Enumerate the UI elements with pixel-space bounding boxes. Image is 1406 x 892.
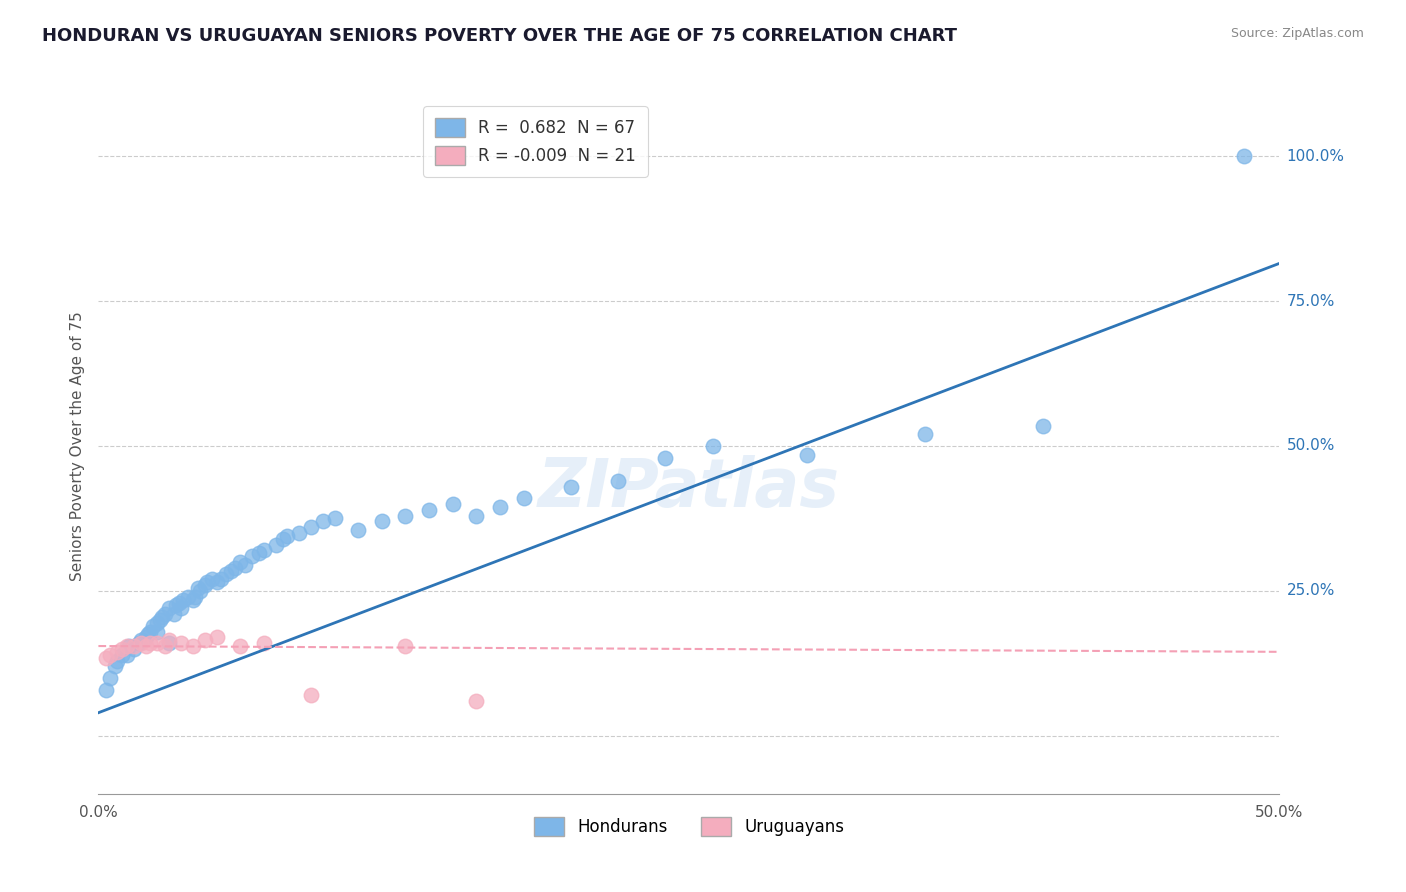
Point bbox=[157, 601, 180, 615]
Point bbox=[150, 610, 173, 624]
Point bbox=[105, 645, 128, 659]
Point bbox=[560, 480, 582, 494]
Point bbox=[118, 639, 141, 653]
Point bbox=[201, 573, 224, 587]
Point bbox=[165, 599, 187, 613]
Point bbox=[122, 642, 145, 657]
Point bbox=[170, 636, 193, 650]
Point bbox=[167, 596, 190, 610]
Point bbox=[796, 448, 818, 462]
Point bbox=[115, 639, 138, 653]
Point bbox=[122, 639, 145, 653]
Point bbox=[163, 607, 186, 622]
Point bbox=[347, 523, 370, 537]
Point bbox=[94, 650, 117, 665]
Point bbox=[465, 508, 488, 523]
Point bbox=[394, 639, 416, 653]
Point bbox=[172, 592, 194, 607]
Point bbox=[465, 694, 488, 708]
Point bbox=[247, 546, 270, 560]
Point bbox=[98, 648, 121, 662]
Point bbox=[229, 555, 252, 569]
Point bbox=[157, 636, 180, 650]
Text: 25.0%: 25.0% bbox=[1286, 583, 1334, 599]
Point bbox=[264, 537, 287, 551]
Point bbox=[129, 636, 152, 650]
Point bbox=[271, 532, 294, 546]
Point bbox=[98, 671, 121, 685]
Point bbox=[418, 503, 440, 517]
Point bbox=[146, 636, 169, 650]
Text: ZIPatlas: ZIPatlas bbox=[538, 455, 839, 521]
Point bbox=[489, 500, 512, 514]
Point bbox=[153, 607, 176, 622]
Point bbox=[253, 636, 276, 650]
Point bbox=[170, 601, 193, 615]
Point bbox=[195, 575, 218, 590]
Point bbox=[139, 624, 162, 639]
Point bbox=[153, 639, 176, 653]
Point bbox=[136, 627, 159, 641]
Point bbox=[135, 630, 157, 644]
Point bbox=[194, 578, 217, 592]
Point bbox=[181, 639, 204, 653]
Point bbox=[94, 682, 117, 697]
Legend: Hondurans, Uruguayans: Hondurans, Uruguayans bbox=[522, 805, 856, 848]
Point bbox=[253, 543, 276, 558]
Point bbox=[188, 584, 211, 599]
Point bbox=[142, 619, 165, 633]
Point bbox=[323, 511, 346, 525]
Point bbox=[157, 633, 180, 648]
Point bbox=[146, 615, 169, 630]
Point bbox=[288, 526, 311, 541]
Point bbox=[128, 636, 150, 650]
Text: 50.0%: 50.0% bbox=[1286, 439, 1334, 453]
Point bbox=[299, 520, 322, 534]
Point bbox=[702, 439, 724, 453]
Point bbox=[441, 497, 464, 511]
Point bbox=[111, 648, 134, 662]
Point bbox=[184, 590, 207, 604]
Point bbox=[229, 639, 252, 653]
Point bbox=[215, 566, 238, 581]
Point bbox=[194, 633, 217, 648]
Point bbox=[607, 474, 630, 488]
Point bbox=[394, 508, 416, 523]
Text: 75.0%: 75.0% bbox=[1286, 293, 1334, 309]
Point bbox=[1032, 418, 1054, 433]
Point bbox=[105, 653, 128, 667]
Point bbox=[149, 613, 172, 627]
Point bbox=[914, 427, 936, 442]
Y-axis label: Seniors Poverty Over the Age of 75: Seniors Poverty Over the Age of 75 bbox=[69, 311, 84, 581]
Point bbox=[312, 514, 335, 528]
Point bbox=[219, 564, 242, 578]
Point bbox=[512, 491, 534, 505]
Point bbox=[181, 592, 204, 607]
Point bbox=[129, 633, 152, 648]
Point bbox=[111, 642, 134, 657]
Point bbox=[205, 575, 228, 590]
Text: 100.0%: 100.0% bbox=[1286, 149, 1344, 163]
Point bbox=[1233, 149, 1256, 163]
Point bbox=[233, 558, 256, 572]
Point bbox=[209, 573, 232, 587]
Point bbox=[177, 590, 200, 604]
Point bbox=[115, 648, 138, 662]
Point bbox=[654, 450, 676, 465]
Point bbox=[371, 514, 394, 528]
Point bbox=[299, 689, 322, 703]
Point bbox=[240, 549, 263, 564]
Point bbox=[224, 561, 246, 575]
Point bbox=[139, 636, 162, 650]
Text: Source: ZipAtlas.com: Source: ZipAtlas.com bbox=[1230, 27, 1364, 40]
Text: HONDURAN VS URUGUAYAN SENIORS POVERTY OVER THE AGE OF 75 CORRELATION CHART: HONDURAN VS URUGUAYAN SENIORS POVERTY OV… bbox=[42, 27, 957, 45]
Point bbox=[205, 630, 228, 644]
Point bbox=[276, 529, 298, 543]
Point bbox=[135, 639, 157, 653]
Point bbox=[146, 624, 169, 639]
Point bbox=[187, 581, 209, 595]
Point bbox=[104, 659, 127, 673]
